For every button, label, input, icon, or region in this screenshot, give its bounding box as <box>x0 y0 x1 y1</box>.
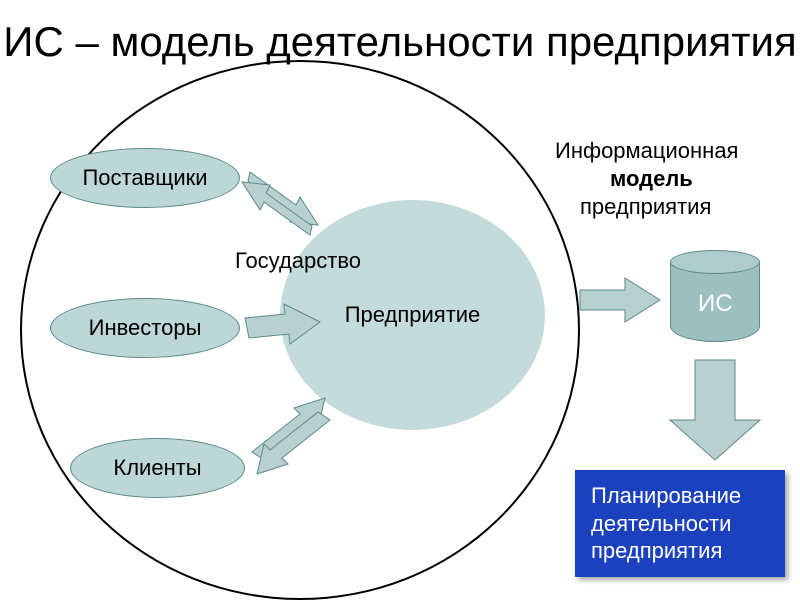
is-cylinder-label: ИС <box>698 290 733 318</box>
government-label: Государство <box>235 248 361 274</box>
planning-box: Планирование деятельности предприятия <box>575 470 785 577</box>
info-model-line3: предприятия <box>580 194 711 220</box>
info-model-line2: модель <box>610 166 693 192</box>
enterprise-label: Предприятие <box>345 302 481 328</box>
investors-node: Инвесторы <box>50 298 240 358</box>
planning-line3: предприятия <box>591 537 769 565</box>
enterprise-node: Предприятие <box>280 200 545 430</box>
is-cylinder: ИС <box>670 250 760 350</box>
arrow-enterprise-to-is <box>580 278 660 322</box>
clients-node: Клиенты <box>70 438 245 498</box>
suppliers-node: Поставщики <box>50 148 240 208</box>
planning-line1: Планирование <box>591 482 769 510</box>
info-model-line1: Информационная <box>555 138 738 164</box>
suppliers-label: Поставщики <box>82 165 207 191</box>
investors-label: Инвесторы <box>89 315 202 341</box>
diagram-title: ИС – модель деятельности предприятия <box>0 18 800 66</box>
clients-label: Клиенты <box>113 455 201 481</box>
arrow-is-to-planning <box>670 360 760 460</box>
planning-line2: деятельности <box>591 510 769 538</box>
